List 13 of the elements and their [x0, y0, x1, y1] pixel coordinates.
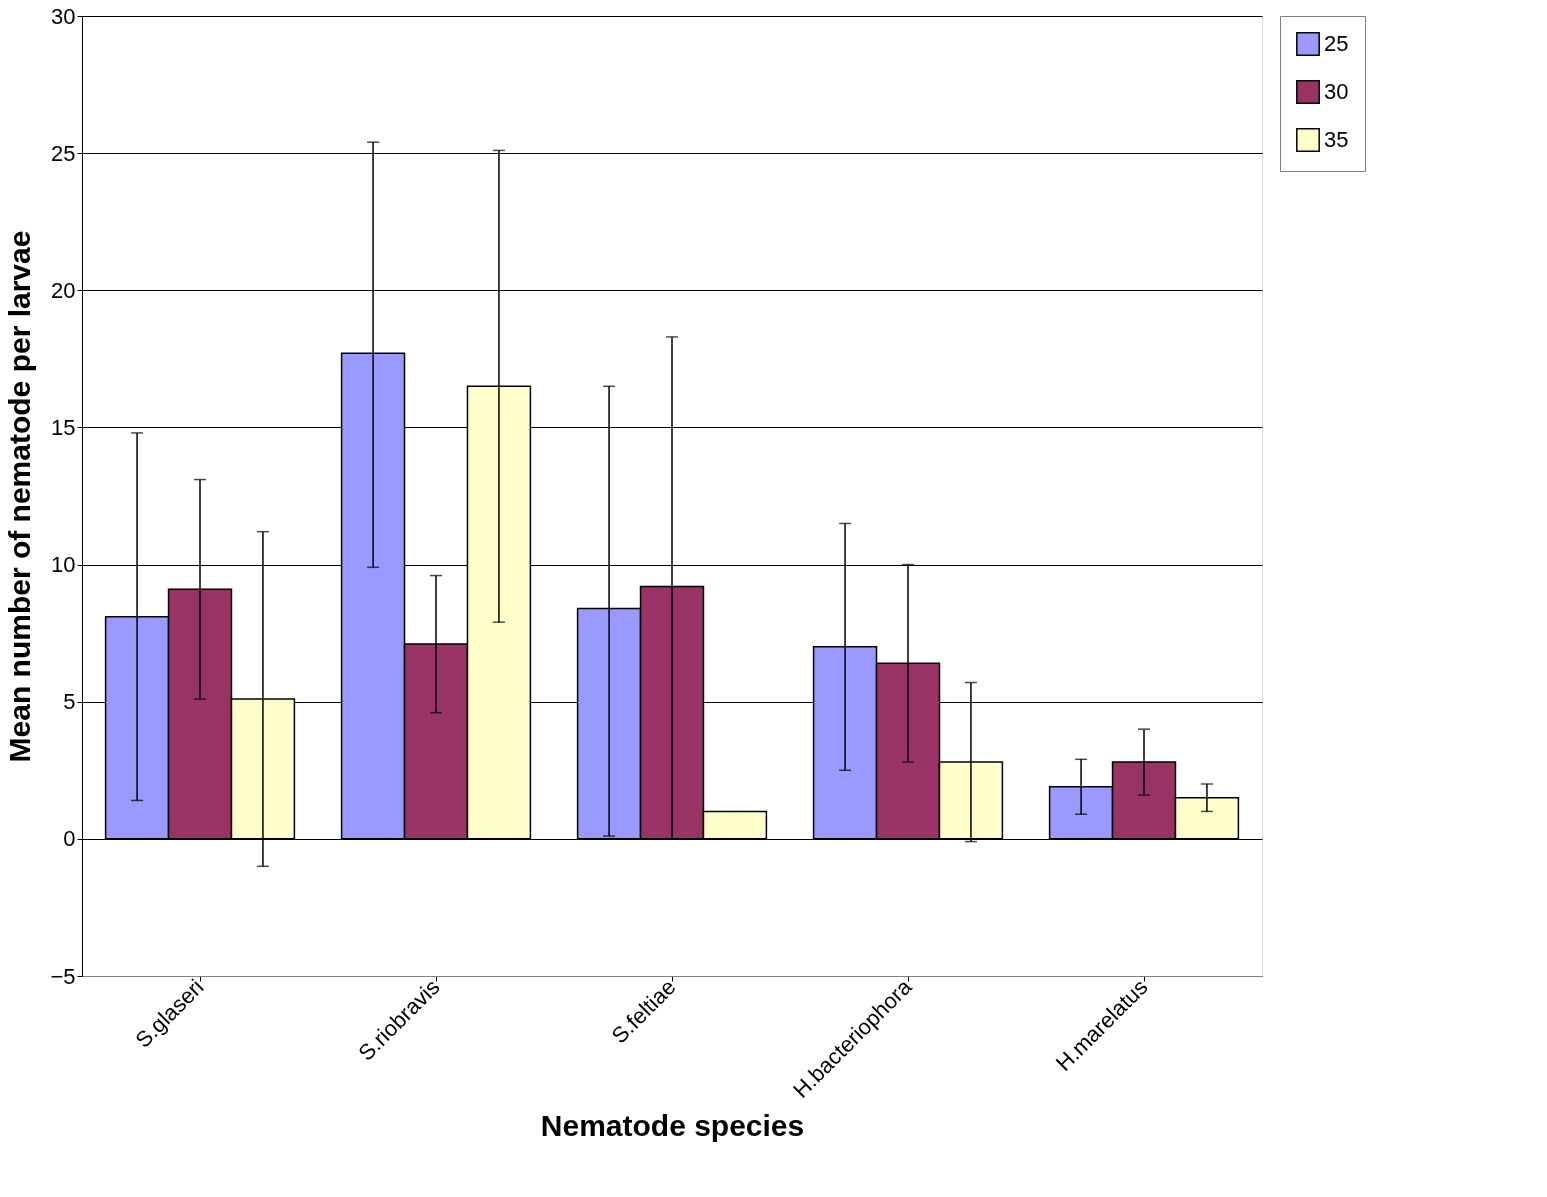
legend-label: 30	[1324, 79, 1349, 104]
y-tick-label: 30	[51, 3, 76, 29]
legend-label: 25	[1324, 31, 1349, 56]
x-axis-title: Nematode species	[540, 1108, 805, 1142]
y-tick-label: 25	[51, 140, 76, 166]
y-axis-title: Mean number of nematode per larvae	[3, 230, 37, 763]
y-tick-label: 20	[51, 277, 76, 303]
y-tick-label: 10	[51, 552, 76, 578]
y-tick-label: −5	[50, 963, 76, 989]
y-tick-label: 15	[51, 414, 76, 440]
y-tick-label: 5	[63, 689, 76, 715]
y-tick-label: 0	[63, 826, 76, 852]
legend-label: 35	[1324, 127, 1349, 152]
